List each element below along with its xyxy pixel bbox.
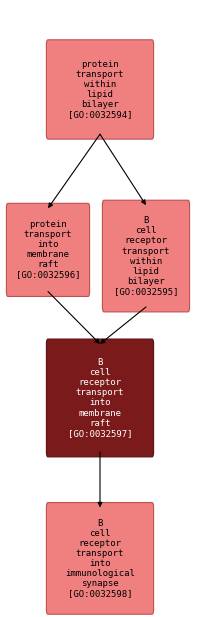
Text: B
cell
receptor
transport
into
membrane
raft
[GO:0032597]: B cell receptor transport into membrane … — [68, 358, 132, 437]
Text: protein
transport
within
lipid
bilayer
[GO:0032594]: protein transport within lipid bilayer [… — [68, 60, 132, 119]
FancyBboxPatch shape — [102, 200, 190, 312]
Text: B
cell
receptor
transport
within
lipid
bilayer
[GO:0032595]: B cell receptor transport within lipid b… — [114, 217, 178, 296]
FancyBboxPatch shape — [46, 502, 154, 615]
Text: B
cell
receptor
transport
into
immunological
synapse
[GO:0032598]: B cell receptor transport into immunolog… — [65, 519, 135, 598]
Text: protein
transport
into
membrane
raft
[GO:0032596]: protein transport into membrane raft [GO… — [16, 220, 80, 280]
FancyBboxPatch shape — [6, 204, 90, 297]
FancyBboxPatch shape — [46, 339, 154, 457]
FancyBboxPatch shape — [46, 40, 154, 139]
